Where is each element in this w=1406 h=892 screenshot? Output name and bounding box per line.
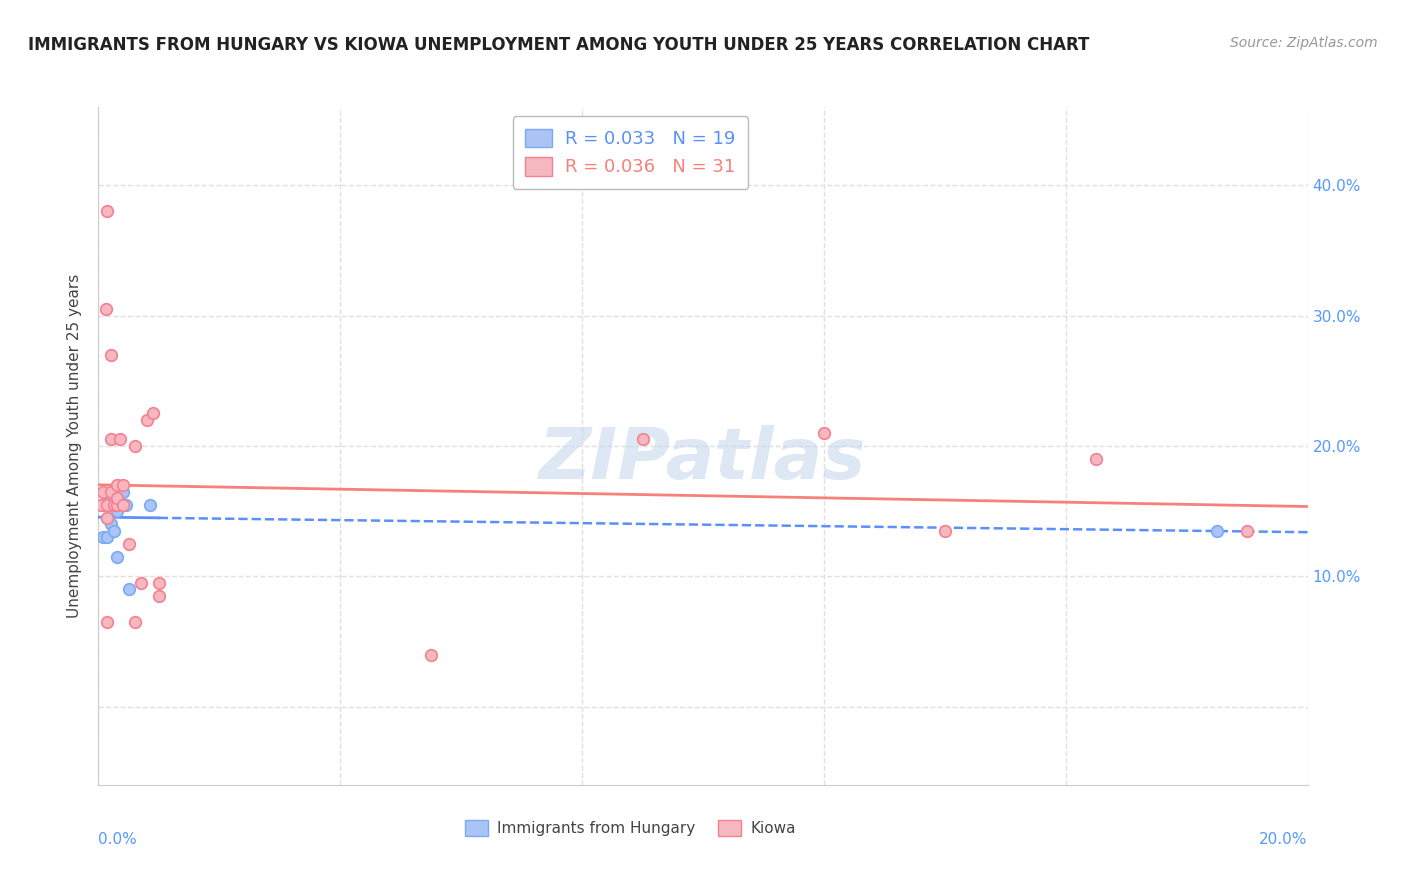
Point [111, 484, 134, 499]
Point [105, 504, 128, 518]
Point [142, 406, 165, 420]
Point [111, 498, 134, 512]
Point [108, 433, 131, 447]
Point [103, 524, 125, 538]
Point [103, 498, 125, 512]
Point [118, 582, 141, 597]
Point [91, 484, 114, 499]
Point [111, 478, 134, 492]
Point [813, 425, 835, 440]
Point [91, 530, 114, 544]
Text: Source: ZipAtlas.com: Source: ZipAtlas.com [1230, 36, 1378, 50]
Point [96, 615, 118, 629]
Point [96, 510, 118, 524]
Legend: Immigrants from Hungary, Kiowa: Immigrants from Hungary, Kiowa [456, 811, 806, 845]
Point [631, 433, 654, 447]
Point [124, 439, 146, 453]
Point [118, 537, 141, 551]
Point [148, 589, 170, 603]
Point [139, 498, 162, 512]
Point [100, 348, 122, 362]
Point [100, 517, 122, 532]
Text: 0.0%: 0.0% [98, 832, 138, 847]
Point [91, 498, 114, 512]
Point [105, 491, 128, 505]
Point [105, 498, 128, 512]
Point [100, 498, 122, 512]
Point [105, 549, 128, 564]
Point [934, 524, 956, 538]
Text: 20.0%: 20.0% [1260, 832, 1308, 847]
Point [90, 498, 112, 512]
Text: ZIPatlas: ZIPatlas [540, 425, 866, 494]
Point [100, 491, 122, 505]
Point [103, 498, 125, 512]
Point [100, 433, 122, 447]
Point [1236, 524, 1258, 538]
Point [100, 484, 122, 499]
Text: IMMIGRANTS FROM HUNGARY VS KIOWA UNEMPLOYMENT AMONG YOUTH UNDER 25 YEARS CORRELA: IMMIGRANTS FROM HUNGARY VS KIOWA UNEMPLO… [28, 36, 1090, 54]
Point [1206, 524, 1229, 538]
Point [129, 575, 152, 590]
Point [100, 484, 122, 499]
Point [105, 498, 128, 512]
Point [1085, 452, 1108, 467]
Point [135, 413, 157, 427]
Point [96, 530, 118, 544]
Point [96, 498, 118, 512]
Point [148, 575, 170, 590]
Point [94, 302, 117, 317]
Point [124, 615, 146, 629]
Point [96, 204, 118, 219]
Point [420, 648, 443, 662]
Point [105, 478, 128, 492]
Point [114, 498, 136, 512]
Point [96, 510, 118, 524]
Y-axis label: Unemployment Among Youth under 25 years: Unemployment Among Youth under 25 years [67, 274, 83, 618]
Point [96, 491, 118, 505]
